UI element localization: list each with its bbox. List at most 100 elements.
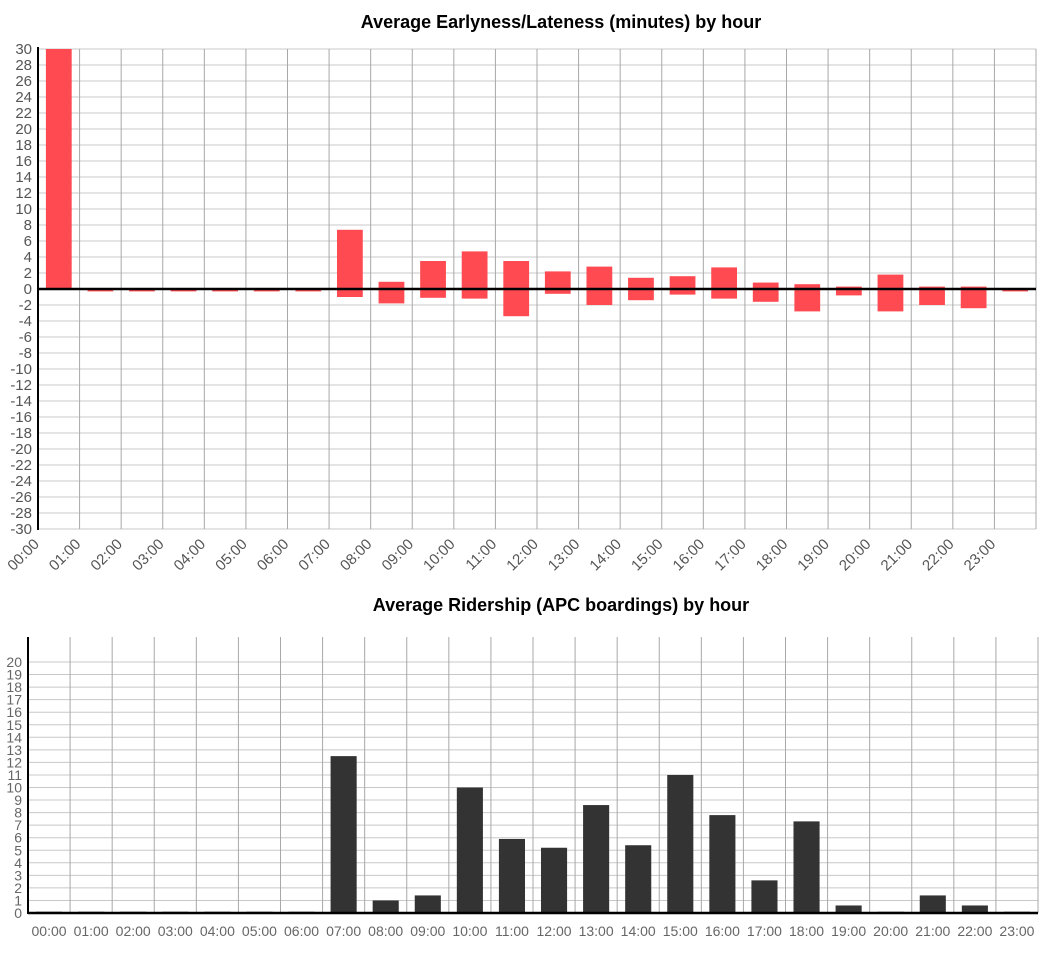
lateness-bar (336, 229, 363, 297)
lateness-x-tick-label: 17:00 (711, 536, 750, 575)
lateness-y-tick-label: 12 (15, 185, 32, 202)
lateness-y-tick-label: 2 (24, 265, 32, 282)
lateness-bar (835, 286, 862, 296)
lateness-y-tick-label: 24 (15, 89, 32, 106)
lateness-bar (711, 267, 738, 299)
ridership-x-tick-label: 09:00 (410, 923, 445, 939)
lateness-y-tick-label: -2 (19, 297, 32, 314)
lateness-chart: Average Earlyness/Lateness (minutes) by … (4, 12, 1037, 575)
lateness-y-tick-label: 22 (15, 105, 32, 122)
lateness-x-tick-label: 10:00 (420, 536, 459, 575)
ridership-y-tick-label: 4 (14, 855, 22, 871)
ridership-bars (35, 756, 1031, 914)
ridership-x-tick-label: 21:00 (915, 923, 950, 939)
ridership-bar (414, 895, 441, 913)
ridership-y-tick-label: 11 (7, 767, 22, 783)
lateness-x-tick-label: 15:00 (628, 536, 667, 575)
lateness-x-tick-label: 00:00 (4, 536, 43, 575)
lateness-y-tick-label: 4 (24, 249, 32, 266)
lateness-y-tick-label: 16 (15, 153, 32, 170)
ridership-bar (372, 900, 399, 913)
lateness-y-tick-label: -4 (19, 313, 32, 330)
ridership-grid (27, 637, 1039, 914)
ridership-x-tick-label: 02:00 (116, 923, 151, 939)
ridership-y-tick-label: 12 (6, 754, 22, 770)
ridership-x-tick-label: 08:00 (368, 923, 403, 939)
lateness-y-tick-label: 6 (24, 233, 32, 250)
lateness-y-tick-label: 10 (15, 201, 32, 218)
lateness-x-tick-label: 07:00 (295, 536, 334, 575)
lateness-y-tick-label: 28 (15, 57, 32, 74)
lateness-bar (960, 286, 987, 309)
ridership-x-tick-label: 06:00 (284, 923, 319, 939)
ridership-x-tick-label: 03:00 (158, 923, 193, 939)
ridership-y-tick-label: 18 (6, 679, 22, 695)
lateness-x-tick-label: 04:00 (171, 536, 210, 575)
ridership-x-tick-label: 12:00 (537, 923, 572, 939)
lateness-x-tick-label: 16:00 (670, 536, 709, 575)
lateness-x-tick-label: 03:00 (129, 536, 168, 575)
lateness-bar (544, 271, 571, 294)
ridership-y-tick-label: 17 (6, 692, 22, 708)
lateness-x-tick-label: 20:00 (836, 536, 875, 575)
ridership-x-tick-label: 17:00 (747, 923, 782, 939)
ridership-x-tick-label: 14:00 (621, 923, 656, 939)
lateness-grid (37, 48, 1037, 530)
ridership-x-ticks: 00:00 01:00 02:00 03:00 04:00 05:00 06:00 07:00… (32, 923, 1035, 939)
lateness-y-tick-label: 8 (24, 217, 32, 234)
lateness-bar (461, 251, 488, 299)
lateness-bar (877, 274, 904, 312)
lateness-x-tick-label: 12:00 (503, 536, 542, 575)
lateness-y-tick-label: -26 (10, 489, 32, 506)
lateness-x-tick-label: 19:00 (794, 536, 833, 575)
ridership-bar (540, 847, 568, 913)
lateness-y-tick-label: -30 (10, 521, 32, 538)
lateness-y-ticks: 302826242220181614121086420-2-4-6-8-10-1… (10, 41, 32, 538)
lateness-bar (586, 266, 613, 305)
ridership-bar (667, 774, 694, 913)
ridership-bar (961, 905, 988, 913)
ridership-x-tick-label: 07:00 (326, 923, 361, 939)
ridership-bar (330, 756, 357, 913)
lateness-y-tick-label: -12 (10, 377, 32, 394)
lateness-y-tick-label: -14 (10, 393, 32, 410)
ridership-y-tick-label: 10 (6, 780, 22, 796)
ridership-y-tick-label: 3 (14, 867, 22, 883)
lateness-x-tick-label: 13:00 (545, 536, 584, 575)
lateness-bar (378, 281, 405, 304)
ridership-x-tick-label: 01:00 (74, 923, 109, 939)
ridership-x-tick-label: 18:00 (789, 923, 824, 939)
ridership-y-tick-label: 0 (14, 905, 22, 921)
ridership-x-tick-label: 05:00 (242, 923, 277, 939)
lateness-x-tick-label: 14:00 (586, 536, 625, 575)
lateness-axes (37, 47, 1036, 530)
ridership-y-tick-label: 6 (14, 830, 22, 846)
lateness-y-tick-label: 30 (15, 41, 32, 58)
ridership-y-tick-label: 19 (6, 667, 22, 683)
lateness-y-tick-label: -6 (19, 329, 32, 346)
lateness-x-tick-label: 08:00 (337, 536, 376, 575)
lateness-x-tick-label: 01:00 (46, 536, 85, 575)
ridership-y-tick-label: 20 (6, 654, 22, 670)
lateness-y-tick-label: -20 (10, 441, 32, 458)
lateness-y-tick-label: 18 (15, 137, 32, 154)
ridership-x-tick-label: 13:00 (579, 923, 614, 939)
lateness-y-tick-label: -16 (10, 409, 32, 426)
lateness-y-tick-label: -24 (10, 473, 32, 490)
lateness-x-tick-label: 18:00 (753, 536, 792, 575)
ridership-y-tick-label: 1 (14, 892, 22, 908)
ridership-y-tick-label: 9 (14, 792, 22, 808)
lateness-bar (752, 282, 779, 302)
lateness-x-tick-label: 23:00 (961, 536, 1000, 575)
lateness-x-tick-label: 02:00 (87, 536, 126, 575)
lateness-y-tick-label: 14 (15, 169, 32, 186)
lateness-y-tick-label: 26 (15, 73, 32, 90)
lateness-x-tick-label: 05:00 (212, 536, 251, 575)
ridership-y-tick-label: 8 (14, 805, 22, 821)
ridership-bar (498, 838, 526, 913)
ridership-bar (709, 815, 736, 913)
ridership-y-tick-label: 16 (6, 704, 22, 720)
ridership-x-tick-label: 20:00 (873, 923, 908, 939)
lateness-chart-title: Average Earlyness/Lateness (minutes) by … (361, 12, 761, 32)
ridership-y-tick-label: 15 (6, 717, 22, 733)
